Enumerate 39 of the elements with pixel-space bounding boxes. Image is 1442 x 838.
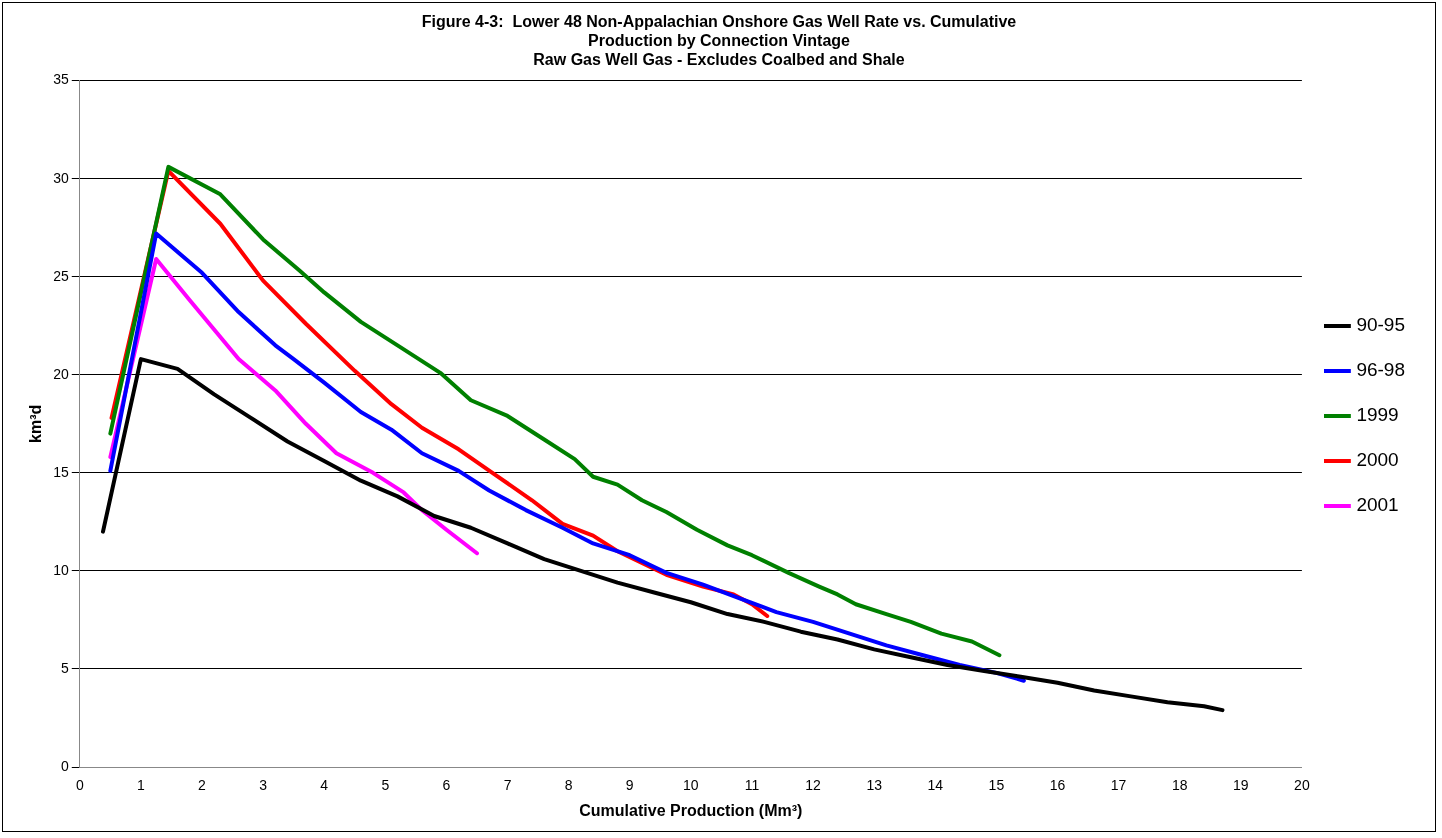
x-tick-label: 1 xyxy=(136,777,145,794)
x-tick-label: 18 xyxy=(1171,777,1188,794)
text: Figure 4-3: Lower 48 Non-Appalachian Onshore Gas Well Rate vs. Cumulative xyxy=(421,13,1017,31)
x-tick-label: 17 xyxy=(1110,777,1127,794)
x-tick-label: 8 xyxy=(564,777,573,794)
x-tick-label: 3 xyxy=(259,777,268,794)
legend-label: 1999 xyxy=(1356,404,1399,426)
y-tick-label: 30 xyxy=(53,169,69,186)
y-tick-label: 25 xyxy=(53,267,69,284)
x-tick-label: 15 xyxy=(988,777,1005,794)
x-tick-label: 10 xyxy=(683,777,699,794)
y-tick-label: 35 xyxy=(53,71,69,88)
x-tick-label: 20 xyxy=(1294,777,1310,794)
legend-label: 2000 xyxy=(1356,449,1399,471)
text: Raw Gas Well Gas - Excludes Coalbed and Shale xyxy=(533,51,905,69)
x-tick-label: 6 xyxy=(442,777,451,794)
x-tick-label: 7 xyxy=(503,777,512,794)
x-tick-label: 2 xyxy=(198,777,207,794)
x-tick-label: 5 xyxy=(381,777,390,794)
y-tick-label: 20 xyxy=(53,365,69,382)
y-tick-label: 10 xyxy=(53,561,69,578)
x-tick-label: 13 xyxy=(866,777,883,794)
legend-label: 96-98 xyxy=(1356,359,1406,381)
x-tick-label: 0 xyxy=(75,777,84,794)
x-tick-label: 19 xyxy=(1233,777,1249,794)
x-axis-title: Cumulative Production (Mm³) xyxy=(579,801,803,819)
x-tick-label: 11 xyxy=(744,777,760,794)
x-tick-label: 4 xyxy=(320,777,329,794)
text: Production by Connection Vintage xyxy=(588,32,850,50)
legend-label: 90-95 xyxy=(1356,314,1406,336)
x-tick-label: 12 xyxy=(805,777,822,794)
y-tick-label: 0 xyxy=(60,757,69,774)
x-tick-label: 16 xyxy=(1049,777,1066,794)
y-tick-label: 15 xyxy=(53,463,69,480)
y-tick-label: 5 xyxy=(60,659,69,676)
legend-label: 2001 xyxy=(1356,494,1399,516)
x-tick-label: 14 xyxy=(927,777,944,794)
y-axis-title: km³d xyxy=(27,404,45,443)
x-tick-label: 9 xyxy=(625,777,634,794)
